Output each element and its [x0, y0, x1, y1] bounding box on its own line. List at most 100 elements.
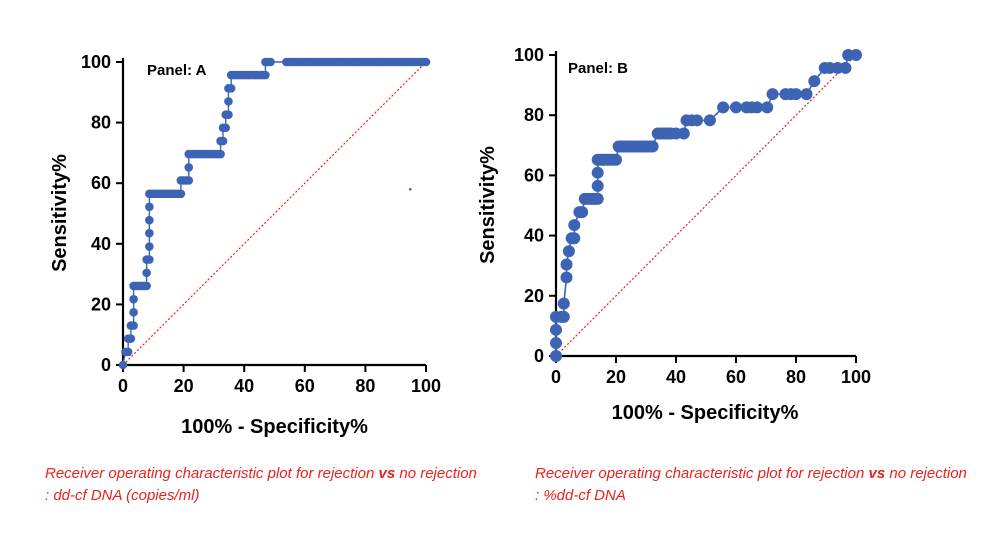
panel-label: Panel: B	[568, 60, 628, 77]
roc-point	[550, 337, 562, 350]
roc-point	[550, 323, 562, 336]
y-tick-label: 60	[91, 173, 111, 193]
roc-point	[646, 140, 659, 153]
x-tick-label: 100	[411, 376, 441, 396]
roc-point	[562, 245, 575, 258]
plot-area: 0 20 40 60 80 100 0 20 40 60 80 100	[514, 45, 871, 387]
caption-text-bold: vs	[868, 465, 886, 482]
roc-point	[591, 192, 604, 205]
x-tick-label: 60	[295, 376, 315, 396]
caption-text-end: no rejection : %dd-cf DNA	[535, 465, 967, 504]
stray-point	[408, 187, 412, 191]
x-axis-title: 100% - Specificity%	[612, 402, 799, 424]
roc-point	[677, 127, 690, 140]
roc-point	[129, 307, 138, 317]
x-tick-label: 100	[841, 367, 871, 387]
roc-point	[145, 242, 154, 251]
roc-point	[557, 297, 570, 310]
roc-point	[145, 202, 154, 212]
panel-label: Panel: A	[147, 62, 207, 79]
roc-point	[216, 149, 225, 159]
caption-panel-b: Receiver operating characteristic plot f…	[535, 463, 975, 507]
y-axis-title: Sensitivity%	[49, 154, 71, 272]
caption-panel-a: Receiver operating characteristic plot f…	[45, 463, 485, 507]
x-tick-label: 40	[666, 367, 686, 387]
roc-point	[610, 153, 622, 166]
roc-point	[691, 114, 703, 127]
roc-chart-panel-b: 0 20 40 60 80 100 0 20 40 60 80 100 Panel: B 100% -…	[477, 45, 871, 424]
y-tick-label: 20	[524, 286, 544, 306]
y-axis-title: Sensitivity%	[477, 146, 499, 264]
reference-line	[555, 54, 857, 357]
y-tick-label: 60	[524, 165, 544, 185]
roc-point	[118, 360, 128, 370]
roc-point	[591, 166, 604, 179]
roc-point	[224, 110, 233, 120]
roc-point	[145, 228, 154, 238]
roc-point	[266, 57, 275, 67]
x-tick-label: 80	[786, 367, 806, 387]
roc-point	[184, 176, 194, 185]
roc-point	[761, 101, 774, 114]
roc-point	[568, 219, 581, 232]
y-tick-label: 40	[91, 234, 111, 254]
roc-point	[560, 271, 573, 284]
roc-point	[751, 101, 763, 114]
caption-text-bold: vs	[378, 465, 396, 482]
roc-point	[717, 101, 730, 114]
x-tick-label: 20	[606, 367, 626, 387]
roc-point	[766, 88, 779, 101]
roc-point	[790, 88, 802, 101]
roc-point	[123, 347, 133, 357]
roc-point	[221, 123, 231, 133]
reference-line	[122, 61, 427, 366]
roc-point	[808, 75, 821, 88]
roc-point	[145, 215, 154, 225]
y-tick-label: 80	[91, 113, 111, 133]
roc-point	[850, 49, 862, 61]
y-tick-label: 80	[524, 105, 544, 125]
roc-point	[142, 268, 151, 278]
roc-point	[591, 179, 604, 192]
plot-area: 0 20 40 60 80 100 0 20 40 60 80 100	[81, 52, 441, 396]
roc-point	[550, 350, 562, 362]
roc-point	[839, 61, 852, 74]
y-tick-label: 0	[101, 355, 111, 375]
x-tick-label: 0	[118, 376, 128, 396]
y-tick-label: 0	[534, 346, 544, 366]
roc-point	[226, 84, 236, 93]
roc-point	[576, 206, 589, 219]
roc-point	[145, 255, 154, 264]
caption-text-start: Receiver operating characteristic plot f…	[535, 465, 869, 482]
roc-point	[703, 114, 716, 127]
roc-point	[176, 189, 186, 199]
y-tick-label: 100	[514, 45, 544, 65]
roc-point	[142, 281, 151, 291]
roc-point	[800, 88, 813, 101]
roc-point	[730, 101, 742, 114]
roc-point	[224, 97, 233, 106]
x-tick-label: 60	[726, 367, 746, 387]
roc-point	[126, 334, 136, 343]
y-tick-label: 40	[524, 226, 544, 246]
y-tick-label: 100	[81, 52, 111, 72]
caption-text-end: no rejection : dd-cf DNA (copies/ml)	[45, 465, 477, 504]
roc-chart-panel-a: 0 20 40 60 80 100 0 20 40 60 80 100 Panel: A 100% -…	[49, 52, 441, 438]
x-tick-label: 40	[234, 376, 254, 396]
caption-text-start: Receiver operating characteristic plot f…	[45, 465, 379, 482]
roc-point	[421, 57, 431, 67]
roc-point	[560, 258, 573, 271]
roc-point	[557, 310, 570, 323]
roc-point	[218, 136, 228, 146]
roc-point	[261, 70, 270, 80]
roc-point	[568, 232, 581, 245]
x-tick-label: 80	[355, 376, 375, 396]
roc-point	[129, 294, 138, 304]
x-tick-label: 20	[174, 376, 194, 396]
roc-point	[184, 163, 194, 172]
y-tick-label: 20	[91, 294, 111, 314]
x-axis-title: 100% - Specificity%	[181, 416, 368, 438]
x-tick-label: 0	[551, 367, 561, 387]
roc-point	[129, 321, 138, 330]
